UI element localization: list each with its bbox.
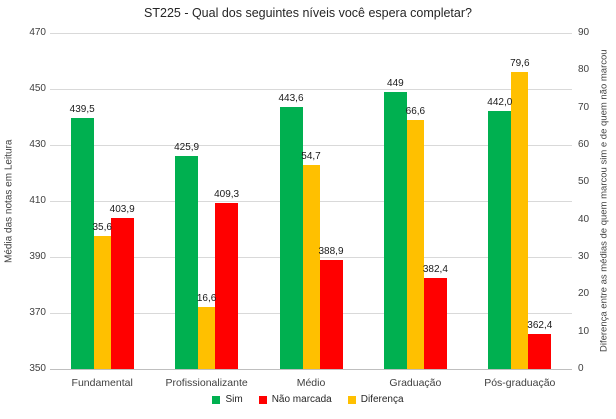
category-axis: Fundamental Profissionalizante Médio Gradua… [0, 377, 616, 391]
right-tick-60: 60 [578, 139, 590, 150]
right-tick-10: 10 [578, 325, 590, 337]
legend-item-sim: Sim [212, 394, 243, 405]
legend-marker-nao-marcada [258, 395, 267, 404]
data-label-nao-marcada-medio: 388,9 [318, 246, 344, 258]
x-axis-line [50, 369, 572, 370]
legend-label-nao-marcada: Não marcada [271, 394, 332, 405]
category-label-medio: Médio [296, 377, 326, 389]
bar-nao-marcada-profissionalizante [215, 202, 239, 369]
bar-sim-graduacao [383, 91, 407, 369]
right-tick-50: 50 [578, 176, 590, 188]
plot-area: 439,5 403,9 35,6 425,9 409,3 16,6 443,6 388,9 54… [50, 33, 572, 370]
category-label-fundamental: Fundamental [71, 377, 133, 389]
bar-sim-medio [279, 106, 303, 369]
legend-label-sim: Sim [225, 394, 243, 405]
right-tick-0: 0 [578, 363, 584, 374]
data-label-diferenca-fundamental: 35,6 [92, 222, 112, 234]
bar-nao-marcada-fundamental [110, 218, 134, 369]
left-tick-350: 350 [29, 363, 46, 374]
chart-title: ST225 - Qual dos seguintes níveis você e… [144, 6, 472, 20]
left-tick-450: 450 [29, 83, 46, 94]
right-tick-70: 70 [578, 101, 590, 113]
legend-marker-diferenca [347, 395, 356, 404]
left-tick-470: 470 [29, 27, 46, 38]
left-tick-390: 390 [29, 251, 46, 262]
bar-sim-pos-graduacao [488, 111, 512, 369]
right-tick-80: 80 [578, 64, 590, 76]
data-label-nao-marcada-pos-graduacao: 362,4 [527, 320, 553, 332]
data-label-sim-pos-graduacao: 442,0 [487, 97, 513, 109]
right-tick-20: 20 [578, 288, 590, 300]
data-label-diferenca-medio: 54,7 [301, 150, 321, 162]
category-label-pos-graduacao: Pós-graduação [484, 377, 556, 389]
legend-item-nao-marcada: Não marcada [258, 394, 332, 405]
bar-sim-fundamental [70, 118, 94, 369]
gridline [50, 145, 572, 146]
bar-nao-marcada-pos-graduacao [528, 334, 552, 369]
data-label-diferenca-graduacao: 66,6 [405, 106, 426, 118]
left-tick-430: 430 [29, 139, 46, 150]
gridline [50, 89, 572, 90]
data-label-nao-marcada-graduacao: 382,4 [422, 264, 448, 276]
data-label-sim-graduacao: 449 [387, 77, 404, 89]
data-label-diferenca-pos-graduacao: 79,6 [510, 57, 530, 69]
right-tick-90: 90 [578, 27, 590, 38]
right-axis-title: Diferença entre as médias de quem marcou… [598, 49, 610, 353]
category-label-profissionalizante: Profissionalizante [165, 377, 248, 389]
bar-diferenca-graduacao [406, 120, 424, 369]
gridline [50, 33, 572, 34]
bar-sim-profissionalizante [175, 156, 199, 369]
left-tick-370: 370 [29, 307, 46, 318]
legend-item-diferenca: Diferença [347, 394, 404, 405]
bar-nao-marcada-graduacao [423, 278, 447, 369]
bar-diferenca-pos-graduacao [511, 71, 529, 369]
legend-label-diferenca: Diferença [360, 394, 404, 405]
data-label-diferenca-profissionalizante: 16,6 [196, 293, 217, 305]
bar-nao-marcada-medio [319, 260, 343, 369]
legend-marker-sim [212, 395, 221, 404]
data-label-nao-marcada-profissionalizante: 409,3 [214, 188, 240, 200]
bar-diferenca-fundamental [93, 236, 111, 369]
category-label-graduacao: Graduação [389, 377, 442, 389]
bar-diferenca-profissionalizante [198, 307, 216, 369]
data-label-sim-medio: 443,6 [278, 92, 304, 104]
right-tick-30: 30 [578, 251, 590, 262]
bar-diferenca-medio [302, 164, 320, 369]
left-tick-410: 410 [29, 195, 46, 206]
data-label-sim-profissionalizante: 425,9 [174, 142, 200, 154]
data-label-sim-fundamental: 439,5 [69, 104, 95, 116]
chart-legend: Sim Não marcada Diferença [0, 394, 616, 405]
data-label-nao-marcada-fundamental: 403,9 [109, 204, 135, 216]
right-tick-40: 40 [578, 213, 590, 225]
